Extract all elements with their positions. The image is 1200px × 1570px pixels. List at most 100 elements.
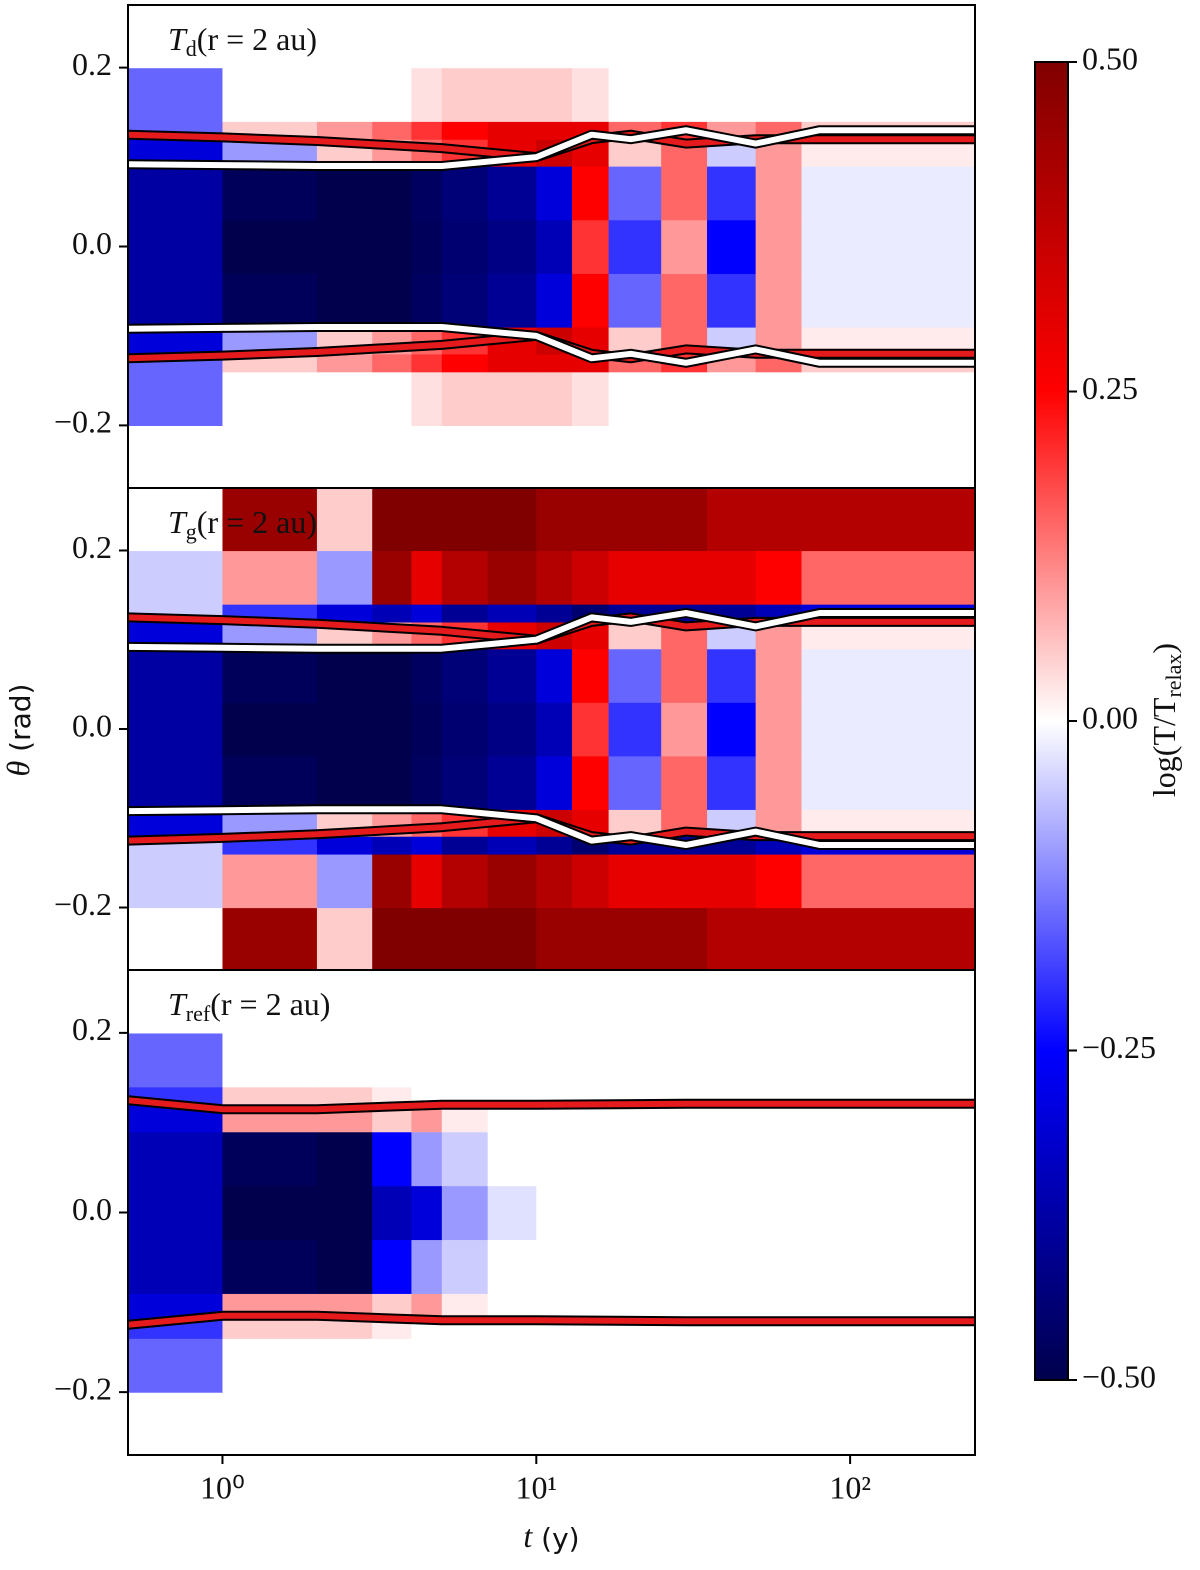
heatmap-cell bbox=[316, 1131, 373, 1187]
heatmap-cell bbox=[707, 755, 757, 810]
heatmap-cell bbox=[572, 970, 610, 1034]
heatmap-cell bbox=[707, 273, 757, 328]
heatmap-cell bbox=[707, 371, 757, 426]
heatmap-cell bbox=[536, 1338, 573, 1393]
heatmap-cell bbox=[608, 1392, 662, 1455]
heatmap-cell bbox=[536, 219, 573, 274]
y-label-var: θ bbox=[0, 761, 36, 777]
heatmap-cell bbox=[441, 67, 489, 122]
heatmap-cell bbox=[755, 702, 803, 757]
heatmap-cell bbox=[536, 550, 573, 605]
heatmap-cell bbox=[707, 425, 757, 488]
heatmap-cell bbox=[801, 1104, 975, 1133]
colorbar-label-tail: ) bbox=[1146, 643, 1182, 654]
heatmap-cell bbox=[487, 1392, 537, 1455]
heatmap-cell bbox=[755, 488, 803, 552]
heatmap-cell bbox=[316, 1032, 373, 1088]
heatmap-cell bbox=[222, 166, 318, 221]
heatmap-cell bbox=[608, 1185, 662, 1241]
heatmap-cell bbox=[801, 1131, 975, 1187]
heatmap-cell bbox=[536, 166, 573, 221]
heatmap-cell bbox=[487, 755, 537, 810]
colorbar bbox=[1034, 61, 1069, 1381]
heatmap-cell bbox=[661, 1239, 708, 1294]
heatmap-cell bbox=[801, 1392, 975, 1455]
heatmap-cell bbox=[411, 836, 443, 855]
heatmap-cell bbox=[572, 1185, 610, 1241]
heatmap-cell bbox=[536, 273, 573, 328]
heatmap-cell bbox=[608, 1239, 662, 1294]
heatmap-cell bbox=[572, 755, 610, 810]
title-main: T bbox=[168, 21, 188, 57]
heatmap-cell bbox=[487, 604, 537, 623]
plot-area bbox=[128, 970, 975, 1455]
heatmap-cell bbox=[801, 166, 975, 221]
heatmap-cell bbox=[316, 755, 373, 810]
heatmap-cell bbox=[572, 273, 610, 328]
heatmap-cell bbox=[608, 755, 662, 810]
heatmap-cell bbox=[222, 970, 318, 1034]
heatmap-cell bbox=[755, 1185, 803, 1241]
heatmap-cell bbox=[536, 371, 573, 426]
heatmap-cell bbox=[316, 488, 373, 552]
heatmap-cell bbox=[707, 907, 757, 970]
heatmap-cell bbox=[411, 755, 443, 810]
colorbar-tick-label: −0.50 bbox=[1082, 1358, 1156, 1394]
y-axis-label: θ (rad) bbox=[0, 684, 37, 777]
heatmap-cell bbox=[222, 1320, 318, 1339]
heatmap-cell bbox=[707, 219, 757, 274]
heatmap-cell bbox=[372, 1239, 413, 1294]
heatmap-cell bbox=[661, 1338, 708, 1393]
heatmap-cell bbox=[128, 1239, 224, 1294]
heatmap-cell bbox=[222, 853, 318, 909]
panel-title: Tg(r = 2 au) bbox=[168, 504, 317, 544]
heatmap-cell bbox=[316, 550, 373, 605]
heatmap-cell bbox=[372, 219, 413, 274]
heatmap-cell bbox=[128, 970, 224, 1034]
heatmap-cell bbox=[222, 67, 318, 122]
heatmap-cell bbox=[487, 1032, 537, 1088]
heatmap-cell bbox=[411, 166, 443, 221]
heatmap-cell bbox=[441, 425, 489, 488]
heatmap-cell bbox=[536, 1239, 573, 1294]
heatmap-cell bbox=[316, 970, 373, 1034]
heatmap-cell bbox=[707, 166, 757, 221]
heatmap-cell bbox=[487, 121, 537, 140]
y-tick-label: −0.2 bbox=[54, 404, 112, 440]
heatmap-cell bbox=[222, 1338, 318, 1393]
heatmap-cell bbox=[316, 1392, 373, 1455]
heatmap-cell bbox=[707, 1104, 757, 1133]
heatmap-cell bbox=[316, 219, 373, 274]
colorbar-tick-label: 0.50 bbox=[1082, 40, 1138, 76]
heatmap-cell bbox=[372, 273, 413, 328]
heatmap-cell bbox=[222, 1086, 318, 1106]
heatmap-cell bbox=[608, 970, 662, 1034]
heatmap-cell bbox=[316, 836, 373, 855]
heatmap-cell bbox=[801, 1032, 975, 1088]
heatmap-cell bbox=[755, 273, 803, 328]
heatmap-cell bbox=[536, 702, 573, 757]
heatmap-cell bbox=[372, 5, 413, 69]
title-tail: (r = 2 au) bbox=[197, 21, 317, 57]
heatmap-cell bbox=[441, 970, 489, 1034]
heatmap-cell bbox=[661, 853, 708, 909]
colorbar-label-head: log(T/T bbox=[1146, 697, 1182, 797]
heatmap-cell bbox=[487, 648, 537, 703]
heatmap-cell bbox=[661, 970, 708, 1034]
heatmap-cell bbox=[411, 67, 443, 122]
heatmap-cell bbox=[411, 1239, 443, 1294]
heatmap-cell bbox=[372, 1320, 413, 1339]
heatmap-cell bbox=[372, 1086, 413, 1106]
heatmap-cell bbox=[411, 121, 443, 140]
heatmap-cell bbox=[755, 550, 803, 605]
heatmap-cell bbox=[411, 371, 443, 426]
heatmap-cell bbox=[608, 1131, 662, 1187]
heatmap-cell bbox=[608, 907, 662, 970]
heatmap-cell bbox=[372, 550, 413, 605]
heatmap-cell bbox=[316, 1239, 373, 1294]
title-main: T bbox=[168, 986, 188, 1022]
heatmap-cell bbox=[801, 1239, 975, 1294]
heatmap-cell bbox=[128, 1392, 224, 1455]
heatmap-cell bbox=[755, 1392, 803, 1455]
